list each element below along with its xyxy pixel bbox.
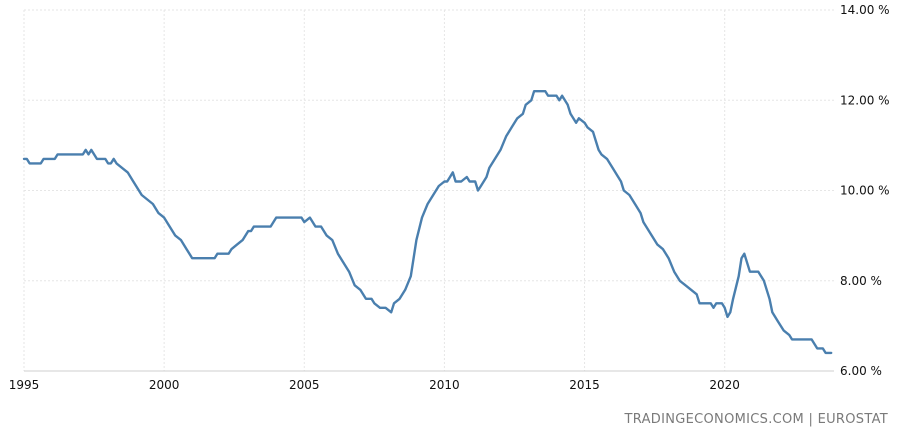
x-axis: 1995 2000 2005 2010 2015 2020 — [9, 378, 740, 392]
x-tick-label: 2005 — [289, 378, 320, 392]
y-tick-label: 12.00 % — [840, 93, 890, 107]
y-tick-label: 14.00 % — [840, 3, 890, 17]
y-axis: 6.00 % 8.00 % 10.00 % 12.00 % 14.00 % — [840, 3, 890, 378]
y-tick-label: 8.00 % — [840, 274, 882, 288]
x-tick-label: 2000 — [149, 378, 180, 392]
series-layer — [22, 90, 833, 355]
source-attribution: TRADINGECONOMICS.COM | EUROSTAT — [624, 412, 888, 427]
x-tick-label: 2010 — [429, 378, 460, 392]
y-tick-label: 6.00 % — [840, 364, 882, 378]
x-tick-label: 2015 — [569, 378, 600, 392]
series-line — [22, 90, 833, 355]
y-tick-label: 10.00 % — [840, 184, 890, 198]
x-tick-label: 2020 — [709, 378, 740, 392]
grid — [23, 9, 834, 372]
x-tick-label: 1995 — [9, 378, 40, 392]
